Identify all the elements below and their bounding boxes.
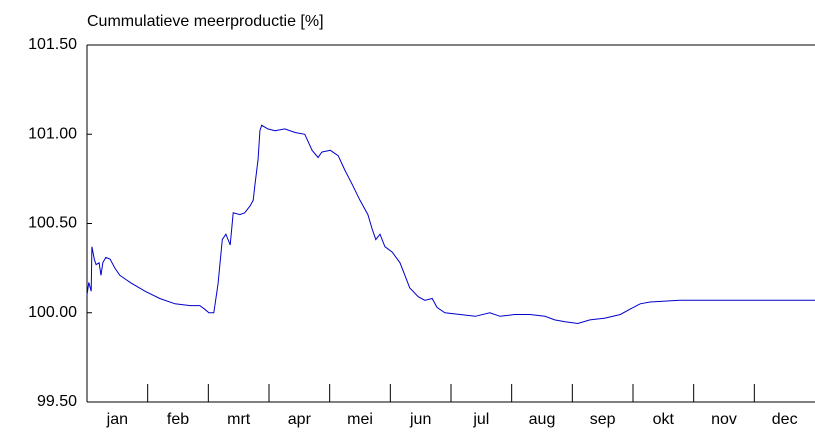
x-tick-label: apr xyxy=(288,411,312,428)
x-tick-label: jun xyxy=(409,411,431,428)
y-tick-label: 99.50 xyxy=(37,393,77,410)
x-tick-label: feb xyxy=(167,411,189,428)
y-tick-label: 100.00 xyxy=(28,304,77,321)
x-tick-label: dec xyxy=(772,411,798,428)
y-tick-label: 101.00 xyxy=(28,125,77,142)
chart-title: Cummulatieve meerproductie [%] xyxy=(87,13,324,30)
x-tick-label: nov xyxy=(711,411,737,428)
x-tick-label: aug xyxy=(529,411,556,428)
x-tick-label: mei xyxy=(347,411,373,428)
y-tick-label: 101.50 xyxy=(28,36,77,53)
y-tick-label: 100.50 xyxy=(28,215,77,232)
x-tick-label: jul xyxy=(472,411,489,428)
x-tick-label: jan xyxy=(106,411,128,428)
x-tick-label: sep xyxy=(590,411,616,428)
x-tick-label: okt xyxy=(653,411,675,428)
x-tick-label: mrt xyxy=(227,411,251,428)
data-line xyxy=(86,124,815,325)
